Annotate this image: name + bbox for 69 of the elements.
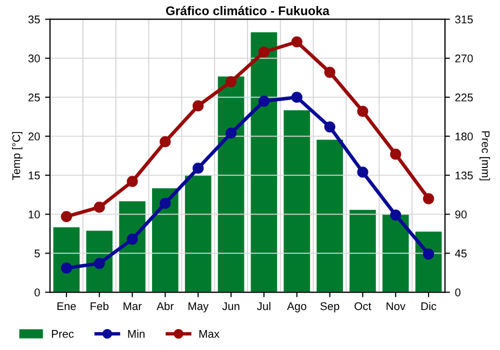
chart-title: Gráfico climático - Fukuoka xyxy=(166,6,330,16)
x-tick-label: Sep xyxy=(320,302,340,312)
y2-tick-label: 135 xyxy=(456,172,473,180)
point xyxy=(160,198,171,209)
y2-tick-label: 270 xyxy=(455,54,473,62)
x-tick-label: Ene xyxy=(57,302,76,310)
point xyxy=(60,262,72,274)
y-tick-label: 0 xyxy=(34,288,40,296)
y-tick-label: 30 xyxy=(28,54,40,62)
point xyxy=(390,148,402,160)
bar xyxy=(316,140,343,292)
point xyxy=(192,100,204,112)
y2-axis-title: Prec [mm] xyxy=(480,131,490,180)
bar xyxy=(382,214,409,292)
y2-tick-label: 180 xyxy=(456,132,473,140)
y2-tick-label: 45 xyxy=(454,250,467,258)
x-tick-label: Mar xyxy=(124,302,142,310)
legend-label: Max xyxy=(199,330,220,338)
point xyxy=(160,136,171,148)
point xyxy=(324,66,336,78)
y-tick-label: 35 xyxy=(28,16,40,24)
point xyxy=(291,36,302,48)
point xyxy=(94,202,105,213)
x-tick-label: May xyxy=(188,302,209,312)
point xyxy=(422,248,434,260)
point xyxy=(390,209,402,221)
x-tick-label: Ago xyxy=(287,302,306,312)
point xyxy=(291,92,302,103)
y-tick-label: 15 xyxy=(28,172,40,180)
legend-label: Min xyxy=(128,330,144,338)
y-tick-label: 10 xyxy=(28,210,40,218)
x-tick-label: Dic xyxy=(421,302,436,310)
point xyxy=(258,46,270,58)
y-tick-label: 25 xyxy=(28,94,40,102)
x-tick-label: Oct xyxy=(354,302,372,310)
y2-tick-label: 315 xyxy=(455,16,473,24)
point xyxy=(126,176,138,188)
point xyxy=(258,96,270,107)
x-tick-label: Jun xyxy=(222,302,240,310)
x-tick-label: Abr xyxy=(156,302,174,310)
bar xyxy=(250,32,278,292)
point xyxy=(422,193,434,204)
point xyxy=(126,234,138,245)
point xyxy=(357,106,368,117)
point xyxy=(357,166,368,178)
y2-tick-label: 0 xyxy=(455,288,460,296)
point xyxy=(225,128,237,139)
bar xyxy=(350,210,376,292)
x-tick-label: Jul xyxy=(257,302,270,310)
point xyxy=(94,258,105,269)
point xyxy=(192,162,204,174)
legend-label: Prec xyxy=(52,330,74,338)
bar xyxy=(53,227,80,292)
x-tick-label: Feb xyxy=(90,302,108,310)
y2-tick-label: 225 xyxy=(455,94,473,102)
bar xyxy=(218,76,244,292)
point xyxy=(60,211,72,222)
y-axis-title: Temp [°C] xyxy=(12,132,22,180)
bar xyxy=(119,201,146,292)
y-tick-label: 5 xyxy=(34,250,40,258)
point xyxy=(324,121,336,132)
bar xyxy=(284,110,310,292)
y2-tick-label: 90 xyxy=(455,210,467,218)
bar xyxy=(415,232,442,292)
bar xyxy=(152,188,178,292)
y-tick-label: 20 xyxy=(28,132,40,140)
x-tick-label: Nov xyxy=(386,302,406,310)
point xyxy=(225,76,237,88)
bar xyxy=(184,175,212,292)
